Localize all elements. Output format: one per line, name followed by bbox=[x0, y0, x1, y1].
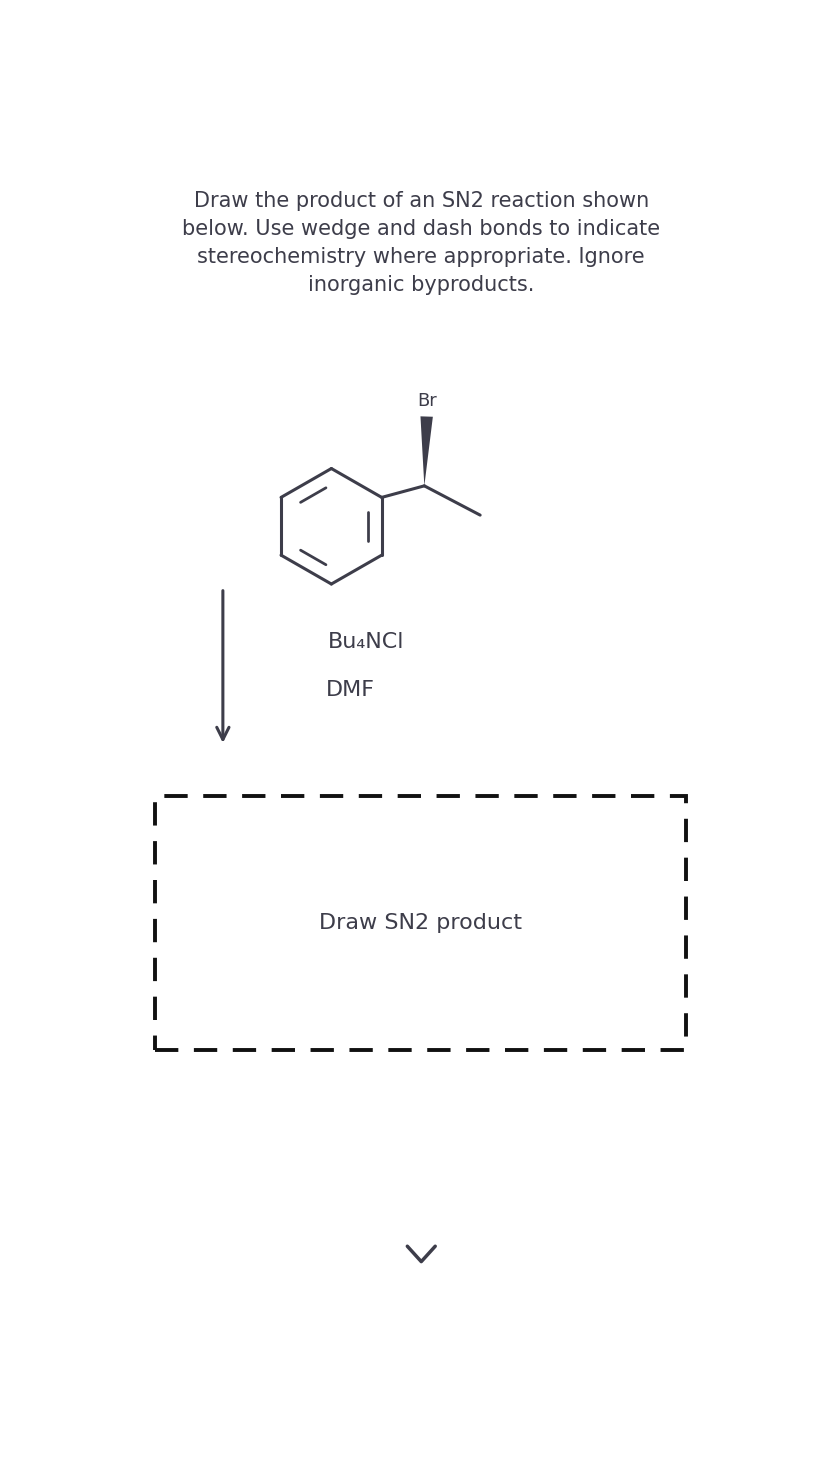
Polygon shape bbox=[421, 416, 433, 485]
Text: Br: Br bbox=[417, 391, 436, 410]
Bar bbox=[155, 796, 686, 1050]
Text: Draw the product of an SN2 reaction shown
below. Use wedge and dash bonds to ind: Draw the product of an SN2 reaction show… bbox=[182, 192, 660, 295]
Text: DMF: DMF bbox=[326, 680, 376, 701]
Text: Bu₄NCl: Bu₄NCl bbox=[328, 632, 404, 652]
Text: Draw SN2 product: Draw SN2 product bbox=[319, 913, 522, 932]
